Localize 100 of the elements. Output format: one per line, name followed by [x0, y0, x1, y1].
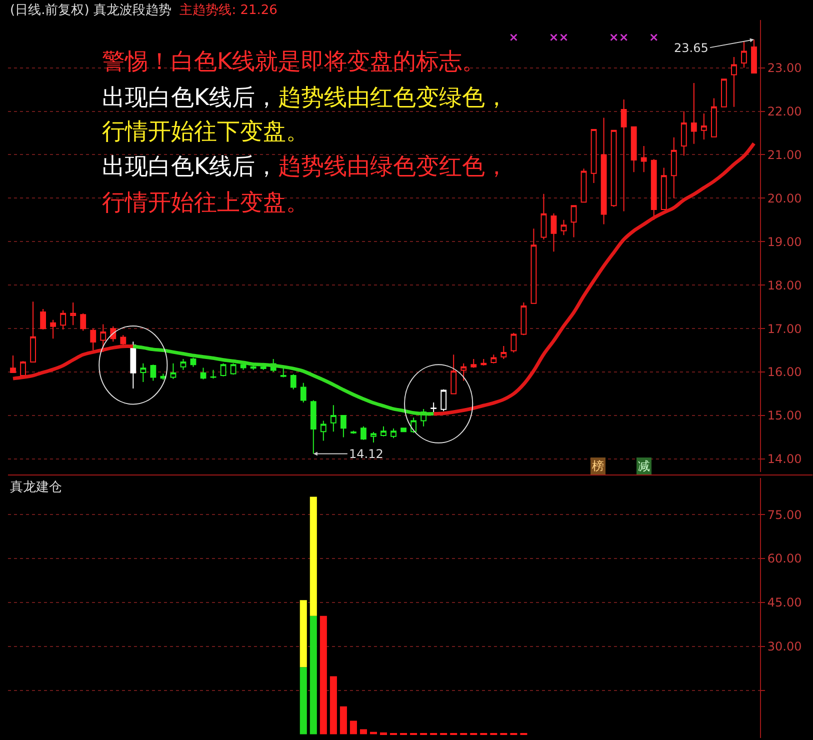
y-tick-label: 18.00 — [767, 278, 802, 292]
candlestick — [620, 99, 627, 212]
candlestick — [700, 112, 707, 140]
candlestick — [741, 41, 747, 68]
candlestick — [50, 319, 56, 340]
y-tick-label: 16.00 — [767, 365, 802, 380]
bar — [300, 667, 307, 734]
candlestick — [640, 146, 647, 173]
candlestick — [310, 400, 316, 454]
candlestick — [120, 334, 126, 346]
candlestick — [560, 219, 567, 236]
candlestick — [330, 404, 336, 432]
candlestick — [30, 301, 36, 363]
candlestick — [10, 355, 16, 374]
y-tick-label: 20.00 — [767, 191, 802, 206]
candlestick — [210, 369, 216, 380]
y-tick-label: 30.00 — [767, 640, 802, 654]
candlestick — [630, 126, 637, 173]
y-tick-label: 15.00 — [767, 408, 802, 423]
y-tick-label: 21.00 — [767, 148, 802, 162]
y-tick-label: 45.00 — [767, 596, 802, 610]
candlestick — [130, 341, 136, 390]
candlestick — [721, 78, 727, 108]
bar — [320, 616, 327, 734]
candlestick — [240, 362, 246, 370]
candlestick — [90, 328, 96, 351]
candlestick — [190, 357, 196, 368]
candlestick — [360, 426, 366, 440]
candlestick — [600, 117, 607, 225]
chart-subtitle: 主趋势线: 21.26 — [180, 2, 278, 18]
candlestick — [731, 56, 737, 108]
bar — [340, 706, 347, 734]
candlestick — [340, 415, 346, 438]
candlestick — [180, 358, 186, 370]
candlestick — [570, 205, 577, 238]
y-tick-label: 60.00 — [767, 552, 802, 566]
candlestick — [40, 308, 46, 330]
candlestick — [510, 332, 517, 353]
candlestick — [660, 167, 667, 210]
candlestick — [70, 302, 76, 326]
annotation: 行情开始往上变盘。 — [102, 190, 309, 216]
bar — [380, 732, 387, 735]
y-tick-label: 19.00 — [767, 234, 802, 249]
candlestick — [290, 374, 296, 390]
bar — [350, 720, 357, 734]
candlestick — [220, 362, 226, 377]
candlestick — [751, 39, 757, 74]
candlestick — [650, 158, 657, 220]
y-tick-label: 14.00 — [767, 452, 802, 466]
annotation: 14.12 — [349, 447, 384, 461]
y-tick-label: 22.00 — [767, 104, 802, 118]
candlestick — [60, 310, 66, 330]
candlestick — [710, 98, 717, 138]
candlestick — [530, 228, 537, 304]
y-tick-label: 75.00 — [767, 508, 802, 522]
candlestick — [520, 302, 527, 336]
bar — [310, 616, 317, 734]
candlestick — [490, 354, 497, 364]
candlestick — [400, 427, 406, 433]
bar — [310, 496, 317, 616]
candlestick — [540, 193, 547, 240]
candlestick — [410, 417, 416, 434]
candlestick — [690, 82, 697, 144]
candlestick — [280, 367, 286, 378]
candlestick — [590, 129, 597, 184]
chart-title: (日线.前复权) 真龙波段趋势 — [10, 3, 172, 18]
chart-title: 真龙建仓 — [10, 480, 62, 495]
annotation: 23.65 — [674, 41, 708, 55]
candlestick — [430, 402, 437, 413]
candlestick — [550, 212, 557, 252]
annotation: 趋势线由绿色变红色， — [278, 154, 508, 180]
candlestick — [140, 362, 146, 383]
annotation: 警惕！白色K线就是即将变盘的标志。 — [102, 49, 486, 75]
annotation: 出现白色K线后， — [102, 85, 278, 111]
candlestick — [300, 382, 306, 403]
annotation: 行情开始往下变盘。 — [102, 119, 309, 145]
candlestick — [150, 364, 156, 382]
y-tick-label: 23.00 — [767, 61, 802, 76]
candlestick — [100, 324, 106, 353]
candlestick — [580, 168, 587, 204]
candlestick — [200, 367, 206, 380]
bar — [330, 676, 337, 734]
candlestick — [390, 428, 396, 439]
candlestick — [470, 358, 477, 368]
candlestick — [230, 362, 236, 376]
candlestick — [370, 432, 376, 443]
candlestick — [350, 430, 356, 434]
y-tick-label: 17.00 — [767, 322, 802, 336]
candlestick — [500, 345, 507, 360]
annotation: 减 — [638, 459, 650, 473]
candlestick — [440, 388, 447, 412]
candlestick — [480, 358, 487, 366]
candlestick — [670, 136, 677, 199]
candlestick — [320, 420, 326, 442]
annotation: 榜 — [592, 459, 604, 473]
annotation: 出现白色K线后， — [102, 154, 278, 180]
candlestick — [460, 362, 467, 382]
annotation: 趋势线由红色变绿色， — [278, 85, 508, 111]
bar — [300, 600, 307, 668]
candlestick — [450, 354, 457, 394]
